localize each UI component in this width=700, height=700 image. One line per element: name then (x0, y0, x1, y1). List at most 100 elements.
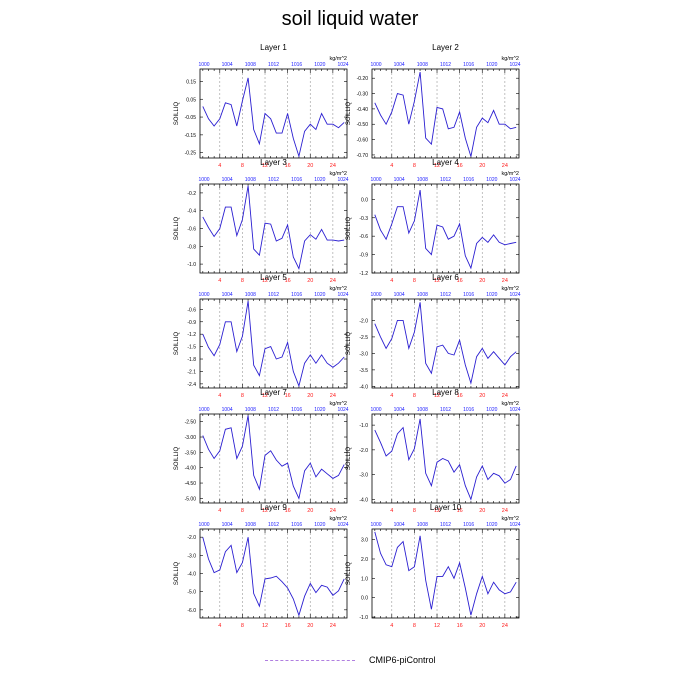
chart-panel-4: Layer 4 kg/m^2 4 8 12 16 20 24 1000 1004 1008 1012 1… (346, 158, 521, 284)
top-tick-label: 1016 (291, 177, 302, 183)
top-tick-label: 1024 (337, 62, 348, 68)
y-tick-label: -2.4 (187, 382, 196, 388)
plot-frame (199, 298, 348, 389)
top-tick-label: 1020 (486, 177, 497, 183)
top-tick-label: 1012 (268, 522, 279, 528)
bottom-tick-label: 20 (479, 393, 485, 399)
chart-panel-7: Layer 7 kg/m^2 4 8 12 16 20 24 1000 1004 1008 1012 1… (174, 388, 349, 514)
unit-label: kg/m^2 (501, 516, 519, 522)
top-tick-label: 1000 (198, 177, 209, 183)
top-tick-label: 1004 (222, 177, 233, 183)
top-tick-label: 1004 (394, 62, 405, 68)
panel-title: Layer 9 (260, 503, 287, 512)
plot-frame (371, 528, 520, 619)
y-tick-label: -1.5 (187, 345, 196, 351)
y-tick-label: -1.2 (359, 271, 368, 277)
y-tick-label: 3.0 (361, 538, 368, 544)
y-axis-label: SOILLIQ (346, 101, 352, 125)
chart-panel-10: Layer 10 kg/m^2 4 8 12 16 20 24 1000 1004 1008 1012… (346, 503, 521, 629)
panel-title: Layer 7 (260, 388, 287, 397)
y-tick-label: -2.1 (187, 369, 196, 375)
bottom-tick-label: 16 (285, 623, 291, 629)
y-tick-label: 2.0 (361, 557, 368, 563)
top-tick-label: 1000 (370, 522, 381, 528)
top-tick-label: 1024 (509, 522, 520, 528)
top-tick-label: 1008 (417, 522, 428, 528)
top-tick-label: 1000 (198, 292, 209, 298)
y-tick-label: 0.05 (186, 97, 196, 103)
top-tick-label: 1000 (198, 62, 209, 68)
top-tick-label: 1016 (463, 407, 474, 413)
top-tick-label: 1016 (463, 62, 474, 68)
bottom-tick-label: 12 (262, 393, 268, 399)
chart-panel-3: Layer 3 kg/m^2 4 8 12 16 20 24 1000 1004 1008 1012 1… (174, 158, 349, 284)
top-tick-label: 1016 (463, 177, 474, 183)
top-tick-label: 1016 (463, 292, 474, 298)
top-tick-label: 1020 (314, 407, 325, 413)
bottom-tick-label: 24 (502, 623, 508, 629)
y-tick-label: -1.8 (187, 357, 196, 363)
bottom-tick-label: 24 (502, 393, 508, 399)
y-tick-label: -0.4 (187, 209, 196, 215)
plot-frame (199, 183, 348, 274)
y-tick-label: 0.15 (186, 79, 196, 85)
bottom-tick-label: 24 (502, 163, 508, 169)
unit-label: kg/m^2 (329, 171, 347, 177)
plot-frame (371, 68, 520, 159)
y-tick-label: -5.00 (185, 496, 197, 502)
bottom-tick-label: 20 (479, 163, 485, 169)
bottom-tick-label: 8 (413, 163, 416, 169)
top-tick-label: 1012 (440, 177, 451, 183)
y-tick-label: -2.0 (359, 318, 368, 324)
series-line (374, 302, 517, 385)
bottom-tick-label: 8 (413, 623, 416, 629)
y-tick-label: -0.6 (359, 234, 368, 240)
top-tick-label: 1004 (222, 292, 233, 298)
bottom-tick-label: 20 (307, 623, 313, 629)
panel-title: Layer 3 (260, 158, 287, 167)
top-tick-label: 1000 (370, 177, 381, 183)
top-tick-label: 1012 (268, 177, 279, 183)
top-tick-label: 1012 (440, 522, 451, 528)
y-tick-label: -0.8 (187, 244, 196, 250)
bottom-tick-label: 12 (262, 278, 268, 284)
top-tick-label: 1012 (440, 62, 451, 68)
unit-label: kg/m^2 (329, 516, 347, 522)
y-axis-label: SOILLIQ (174, 216, 180, 240)
y-tick-label: -0.30 (357, 92, 369, 98)
bottom-tick-label: 12 (262, 623, 268, 629)
bottom-tick-label: 4 (218, 508, 221, 514)
bottom-tick-label: 8 (241, 508, 244, 514)
chart-panel-2: Layer 2 kg/m^2 4 8 12 16 20 24 1000 1004 1008 1012 1… (346, 43, 521, 169)
top-tick-label: 1008 (417, 177, 428, 183)
top-tick-label: 1020 (486, 292, 497, 298)
plot-frame (199, 528, 348, 619)
y-tick-label: 0.0 (361, 197, 368, 203)
bottom-tick-label: 20 (307, 508, 313, 514)
top-tick-label: 1008 (245, 177, 256, 183)
top-tick-label: 1024 (337, 177, 348, 183)
top-tick-label: 1012 (440, 407, 451, 413)
top-tick-label: 1024 (337, 292, 348, 298)
top-tick-label: 1000 (370, 292, 381, 298)
bottom-tick-label: 16 (457, 623, 463, 629)
y-tick-label: -0.70 (357, 153, 369, 159)
top-tick-label: 1012 (268, 62, 279, 68)
bottom-tick-label: 8 (241, 163, 244, 169)
y-tick-label: -4.00 (185, 466, 197, 472)
bottom-tick-label: 4 (218, 393, 221, 399)
legend-label: CMIP6-piControl (369, 655, 436, 665)
chart-panel-6: Layer 6 kg/m^2 4 8 12 16 20 24 1000 1004 1008 1012 1… (346, 273, 521, 399)
bottom-tick-label: 24 (330, 623, 336, 629)
bottom-tick-label: 16 (457, 278, 463, 284)
series-line (374, 418, 517, 501)
top-tick-label: 1024 (337, 522, 348, 528)
bottom-tick-label: 12 (434, 623, 440, 629)
y-axis-label: SOILLIQ (346, 331, 352, 355)
top-tick-label: 1020 (314, 62, 325, 68)
y-tick-label: -6.0 (187, 608, 196, 614)
top-tick-label: 1020 (314, 177, 325, 183)
y-axis-label: SOILLIQ (174, 331, 180, 355)
y-axis-label: SOILLIQ (174, 561, 180, 585)
bottom-tick-label: 4 (218, 278, 221, 284)
